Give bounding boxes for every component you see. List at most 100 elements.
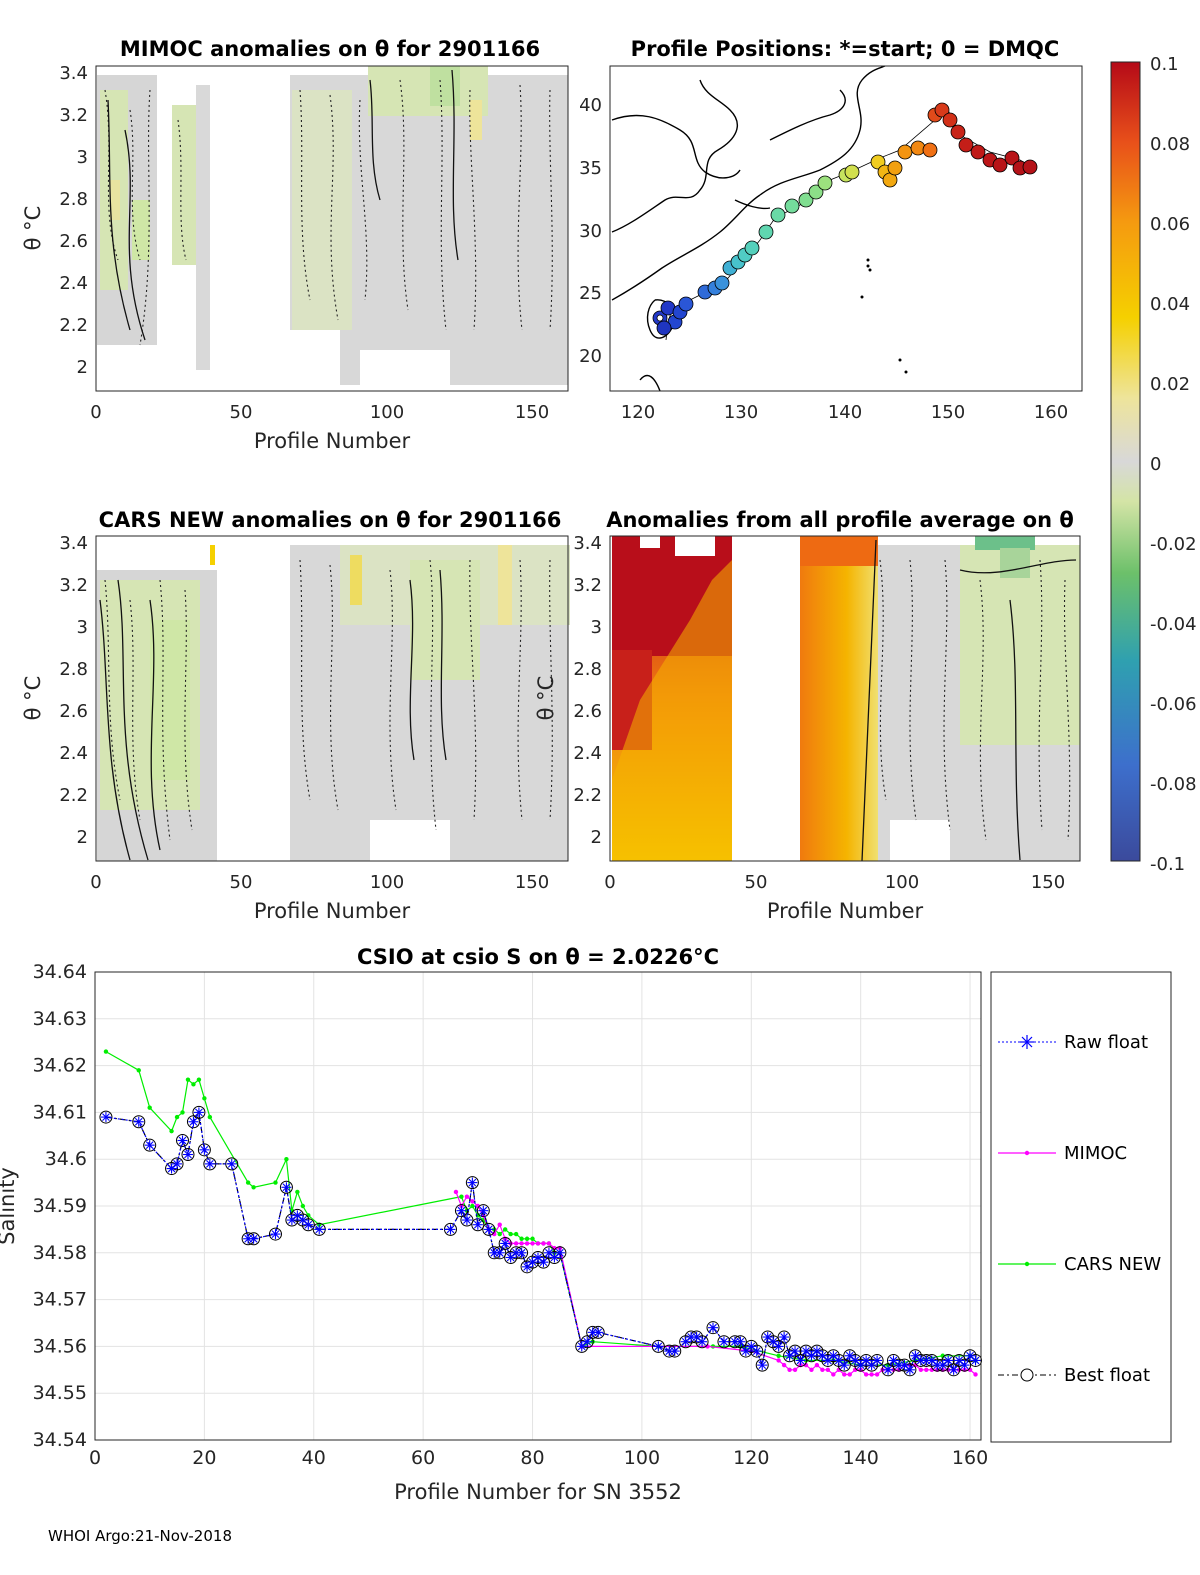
point-raw [505,1252,516,1263]
salinity-xtick: 80 [520,1447,544,1469]
point-raw [817,1350,828,1361]
point-raw [779,1332,790,1343]
point-raw [762,1332,773,1343]
point-cars [530,1236,535,1241]
point-raw [965,1350,976,1361]
point-raw [735,1336,746,1347]
point-mimoc [831,1372,836,1377]
salinity-xtick: 20 [192,1447,216,1469]
point-raw [100,1112,111,1123]
salinity-grid [94,971,981,1441]
point-mimoc [530,1241,535,1246]
salinity-ytick: 34.6 [45,1148,87,1170]
point-raw [954,1355,965,1366]
point-raw [833,1355,844,1366]
salinity-ytick: 34.55 [33,1382,87,1404]
mimoc-axes-box [95,65,569,392]
map-xtick: 140 [828,402,862,423]
mimoc-ytick: 3 [77,147,88,168]
point-mimoc [880,1367,885,1373]
avg-ytick: 3.2 [573,575,602,596]
point-raw [943,1355,954,1366]
point-cars [590,1339,595,1344]
salinity-xtick: 60 [411,1447,435,1469]
point-cars [300,1203,306,1209]
point-raw [899,1360,910,1371]
mimoc-xticks: 0 50 100 150 [90,402,549,423]
map-xtick: 150 [931,402,965,423]
salinity-panel: 34.64 34.63 34.62 34.61 34.6 34.59 34.58 34.57 3… [0,945,1172,1504]
salinity-ytick: 34.63 [33,1008,87,1030]
map-panel: Profile Positions: *=start; 0 = DMQC 40 … [579,37,1083,423]
point-mimoc [973,1372,978,1377]
point-cars [245,1180,251,1185]
point-raw [844,1350,855,1361]
avg-xtick: 150 [1031,872,1065,893]
point-raw [461,1215,472,1226]
point-mimoc [546,1241,552,1246]
point-raw [182,1149,193,1160]
point-raw [456,1205,467,1216]
point-cars [169,1128,174,1134]
point-raw [270,1229,281,1240]
map-plot-area [610,66,1082,391]
colorbar-tick: -0.02 [1150,534,1197,555]
point-raw [500,1238,511,1249]
cars-ytick: 2.4 [59,743,88,764]
point-raw [516,1247,527,1258]
cars-xtick: 50 [230,872,253,893]
salinity-axes-box [94,971,982,1441]
mimoc-ytick: 3.2 [59,105,88,126]
mimoc-ytick: 2.2 [59,315,88,336]
cars-ylabel: θ °C [21,676,45,721]
point-mimoc [863,1372,869,1377]
point-mimoc [453,1189,459,1195]
avg-anomaly-field [612,536,1080,862]
point-raw [669,1346,680,1357]
point-raw [522,1261,533,1272]
point-mimoc [814,1362,820,1368]
colorbar-tick: -0.06 [1150,694,1197,715]
point-raw [576,1341,587,1352]
point-best [706,1321,720,1335]
salinity-ytick: 34.61 [33,1101,87,1123]
legend-label: MIMOC [1064,1143,1127,1164]
point-best [99,1110,113,1124]
cars-ytick: 2.8 [59,659,88,680]
point-cars [185,1077,191,1082]
mimoc-yticks: 3.4 3.2 3 2.8 2.6 2.4 2.2 2 [59,63,88,378]
point-cars [470,1203,475,1209]
salinity-xlabel: Profile Number for SN 3552 [394,1480,682,1504]
point-best [651,1339,665,1353]
point-best [181,1148,195,1162]
point-raw [773,1341,784,1352]
cars-xtick: 0 [90,872,101,893]
point-raw [937,1360,948,1371]
avg-ytick: 2.8 [573,659,602,680]
point-raw [855,1360,866,1371]
point-raw [811,1346,822,1357]
point-cars [147,1105,152,1110]
point-best [755,1358,769,1372]
avg-panel: Anomalies from all profile average on θ … [534,508,1081,923]
cars-ytick: 3.4 [59,533,88,554]
point-raw [828,1350,839,1361]
point-raw [746,1341,757,1352]
point-raw [888,1355,899,1366]
legend-item-raw: Raw float [998,1032,1148,1053]
point-raw [292,1210,303,1221]
cars-ytick: 2 [77,827,88,848]
cars-xtick: 150 [515,872,549,893]
salinity-series [99,1049,983,1377]
point-cars [284,1157,289,1162]
avg-title: Anomalies from all profile average on θ [606,508,1074,532]
point-mimoc [924,1367,929,1373]
point-raw [740,1346,751,1357]
point-raw [800,1346,811,1357]
salinity-xtick: 140 [843,1447,879,1469]
point-raw [593,1327,604,1338]
point-raw [872,1355,883,1366]
point-cars [273,1180,278,1185]
point-mimoc [792,1367,798,1373]
